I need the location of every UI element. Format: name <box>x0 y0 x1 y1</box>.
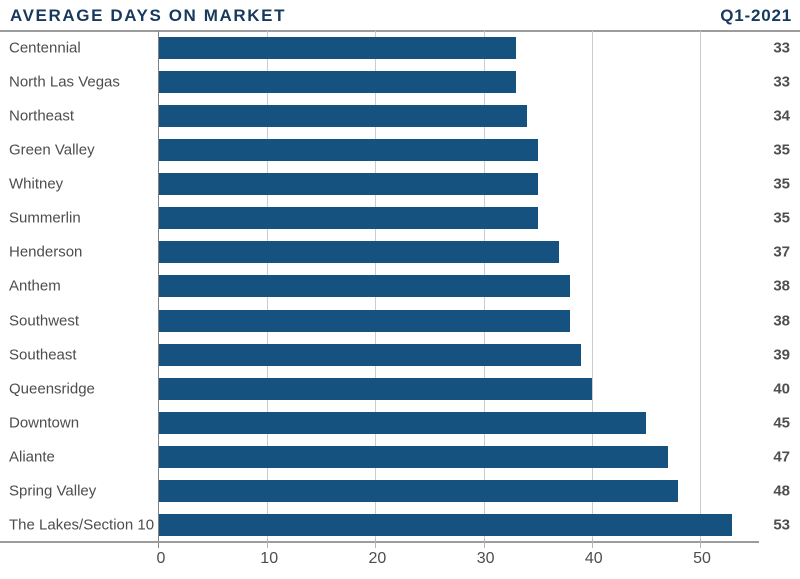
chart-row: Henderson 37 <box>0 235 800 269</box>
row-label: Aliante <box>9 448 55 466</box>
row-label: North Las Vegas <box>9 73 120 91</box>
title-underline <box>0 30 800 32</box>
bar <box>159 241 560 264</box>
page-title: AVERAGE DAYS ON MARKET <box>10 6 287 25</box>
bar <box>159 309 571 332</box>
chart-row: Downtown 45 <box>0 406 800 440</box>
row-value: 35 <box>773 175 790 193</box>
bar <box>159 411 646 434</box>
row-value: 33 <box>773 73 790 91</box>
x-tick-label: 40 <box>584 550 603 567</box>
chart-row: Spring Valley 48 <box>0 474 800 508</box>
row-label: Whitney <box>9 175 64 193</box>
bar-chart: Centennial 33 North Las Vegas 33 Northeast 34… <box>0 31 800 542</box>
x-axis-line <box>0 541 759 543</box>
row-value: 40 <box>773 380 790 398</box>
row-value: 35 <box>773 209 790 227</box>
chart-row: Southwest 38 <box>0 304 800 338</box>
row-value: 48 <box>773 482 790 500</box>
period-label: Q1-2021 <box>720 6 792 25</box>
chart-row: Aliante 47 <box>0 440 800 474</box>
bar <box>159 207 538 230</box>
row-label: Green Valley <box>9 141 95 159</box>
chart-row: Summerlin 35 <box>0 201 800 235</box>
bar <box>159 173 538 196</box>
row-label: Spring Valley <box>9 482 97 500</box>
axis-tick <box>267 539 269 548</box>
axis-tick <box>483 539 485 548</box>
row-value: 38 <box>773 312 790 330</box>
row-value: 33 <box>773 39 790 57</box>
row-value: 53 <box>773 516 790 534</box>
chart-row: Southeast 39 <box>0 338 800 372</box>
bar <box>159 377 592 400</box>
bar <box>159 71 517 94</box>
chart-row: Queensridge 40 <box>0 372 800 406</box>
row-label: Southeast <box>9 346 77 364</box>
x-tick-label: 10 <box>260 550 279 567</box>
row-label: Anthem <box>9 277 61 295</box>
bar <box>159 139 538 162</box>
row-label: Northeast <box>9 107 75 125</box>
x-tick-label: 20 <box>368 550 387 567</box>
row-value: 34 <box>773 107 790 125</box>
row-value: 45 <box>773 414 790 432</box>
gridline <box>591 31 593 542</box>
x-tick-label: 30 <box>476 550 495 567</box>
row-label: Summerlin <box>9 209 81 227</box>
row-label: The Lakes/Section 10 <box>9 516 155 534</box>
row-value: 47 <box>773 448 790 466</box>
x-tick-label: 50 <box>693 550 711 567</box>
bar <box>159 105 527 128</box>
chart-row: Green Valley 35 <box>0 133 800 167</box>
row-label: Centennial <box>9 39 81 57</box>
row-label: Downtown <box>9 414 80 432</box>
axis-tick <box>591 539 593 548</box>
row-value: 35 <box>773 141 790 159</box>
row-label: Southwest <box>9 312 80 330</box>
row-value: 38 <box>773 277 790 295</box>
bar <box>159 445 668 468</box>
axis-tick <box>700 539 701 548</box>
chart-row: Anthem 38 <box>0 269 800 303</box>
chart-row: Northeast 34 <box>0 99 800 133</box>
axis-tick <box>375 539 377 548</box>
bar <box>159 37 517 60</box>
chart-row: Centennial 33 <box>0 31 800 65</box>
row-value: 39 <box>773 346 790 364</box>
row-label: Henderson <box>9 243 83 261</box>
bar <box>159 479 679 502</box>
y-axis-line <box>158 31 159 548</box>
row-value: 37 <box>773 243 790 261</box>
chart-row: North Las Vegas 33 <box>0 65 800 99</box>
chart-row: The Lakes/Section 10 53 <box>0 508 800 542</box>
bar <box>159 343 581 366</box>
bar <box>159 513 733 536</box>
row-label: Queensridge <box>9 380 95 398</box>
x-tick-label: 0 <box>156 550 166 567</box>
gridline <box>700 31 701 542</box>
bar <box>159 275 571 298</box>
chart-row: Whitney 35 <box>0 167 800 201</box>
